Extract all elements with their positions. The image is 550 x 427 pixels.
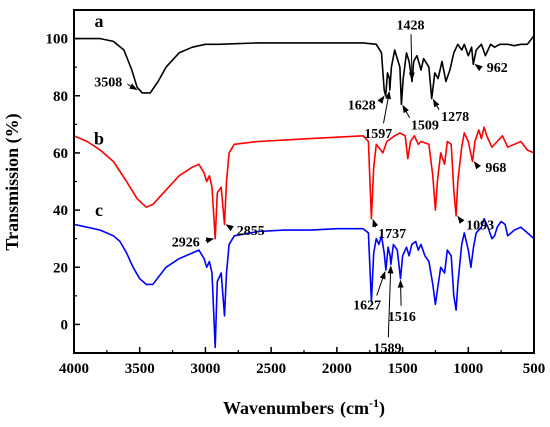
annotation-label-1589: 1589: [374, 341, 402, 356]
series-letter-a: a: [94, 11, 103, 31]
annotation-label-1627: 1627: [353, 298, 381, 313]
annotation-arrow-968: [473, 161, 481, 170]
x-tick-label-2500: 2500: [256, 361, 286, 377]
annotation-arrow-1597: [383, 91, 391, 124]
annotation-arrow-1516: [397, 279, 404, 306]
annotation-label-1278: 1278: [441, 110, 469, 125]
annotation-label-968: 968: [485, 161, 506, 176]
y-tick-label-40: 40: [53, 203, 68, 219]
annotation-label-2926: 2926: [172, 236, 200, 251]
series-line-c: [73, 217, 535, 349]
y-tick-label-80: 80: [53, 89, 68, 105]
annotation-arrow-1589: [387, 265, 394, 338]
y-tick-label-20: 20: [53, 260, 68, 276]
x-tick-label-3500: 3500: [125, 361, 155, 377]
annotation-label-3508: 3508: [94, 76, 122, 91]
series-letter-b: b: [94, 128, 104, 148]
annotation-arrow-1093: [457, 215, 465, 224]
annotation-label-1428: 1428: [397, 18, 425, 33]
annotation-arrow-3508: [127, 83, 138, 90]
annotation-label-1516: 1516: [388, 310, 416, 325]
series-line-a: [74, 35, 535, 106]
ticks-layer: 4000 3500 3000 2500 2000 1500 1000 500 0 20 40 60 80…: [46, 9, 546, 377]
y-tick-label-100: 100: [46, 32, 69, 48]
annotation-label-1093: 1093: [466, 218, 494, 233]
annotation-label-1737: 1737: [378, 227, 406, 242]
y-tick-label-60: 60: [53, 146, 68, 162]
series-layer: [73, 35, 535, 349]
annotation-arrow-1278: [432, 98, 440, 111]
annotation-arrow-1627: [376, 270, 386, 296]
x-tick-label-1500: 1500: [388, 361, 418, 377]
x-tick-label-500: 500: [523, 361, 546, 377]
annotation-label-962: 962: [487, 61, 508, 76]
annotation-arrow-2855: [225, 224, 234, 232]
x-tick-label-3000: 3000: [190, 361, 220, 377]
series-label-layer: a b c: [94, 11, 104, 220]
annotation-arrow-1628: [377, 95, 385, 104]
x-tick-label-4000: 4000: [59, 361, 89, 377]
y-tick-label-0: 0: [61, 317, 69, 333]
annotation-arrow-1509: [402, 104, 411, 119]
x-tick-label-1000: 1000: [453, 361, 483, 377]
annotation-label-1509: 1509: [411, 118, 439, 133]
series-letter-c: c: [95, 200, 103, 220]
annotation-arrow-1428: [408, 34, 415, 81]
series-line-b: [73, 126, 535, 240]
annotation-layer: 3508 1628 1428 962 1278 1597 1509 968 2855 1737 10…: [94, 18, 508, 356]
annotation-label-1597: 1597: [364, 127, 392, 142]
annotation-arrow-1737: [372, 218, 379, 228]
x-tick-label-2000: 2000: [322, 361, 352, 377]
annotation-arrow-2926: [205, 237, 215, 244]
annotation-label-1628: 1628: [348, 98, 376, 113]
x-axis-title: Wavenumbers (cm-1): [223, 396, 385, 419]
y-axis-title: Transmission (%): [2, 113, 23, 250]
annotation-label-2855: 2855: [237, 224, 265, 239]
annotation-arrow-962: [474, 63, 483, 72]
plot-frame: [73, 9, 535, 354]
